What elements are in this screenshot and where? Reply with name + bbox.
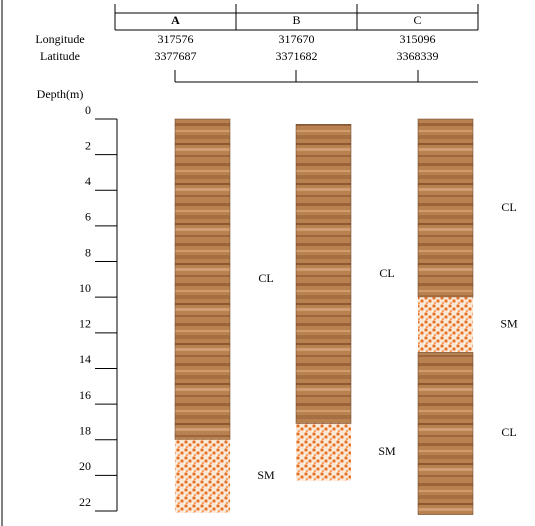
tick-label: 14 [79, 352, 91, 366]
tick-label: 2 [85, 138, 91, 152]
soil-label: CL [379, 266, 394, 280]
latitude: 3377687 [155, 49, 197, 63]
axis-title: Depth(m) [37, 87, 84, 101]
soil-layer [418, 297, 473, 352]
longitude: 317670 [279, 32, 315, 46]
soil-label: CL [501, 200, 516, 214]
tick-label: 8 [85, 245, 91, 259]
tick-label: 6 [85, 210, 91, 224]
soil-label: SM [257, 468, 275, 482]
soil-layer [418, 119, 473, 297]
longitude: 317576 [158, 32, 194, 46]
borehole-name: A [171, 13, 180, 27]
row-label: Latitude [40, 49, 80, 63]
soil-layer [296, 424, 351, 481]
borehole-name: B [292, 13, 300, 27]
tick-label: 18 [79, 423, 91, 437]
soil-layer [418, 352, 473, 514]
soil-label: CL [501, 425, 516, 439]
latitude: 3371682 [276, 49, 318, 63]
soil-label: SM [500, 317, 518, 331]
soil-layer [175, 119, 230, 440]
tick-label: 0 [85, 103, 91, 117]
tick-label: 16 [79, 388, 91, 402]
soil-layer [175, 440, 230, 513]
row-label: Longitude [35, 32, 84, 46]
tick-label: 10 [79, 281, 91, 295]
soil-layer [296, 124, 351, 423]
tick-label: 4 [85, 174, 91, 188]
tick-label: 12 [79, 317, 91, 331]
latitude: 3368339 [397, 49, 439, 63]
longitude: 315096 [400, 32, 436, 46]
tick-label: 20 [79, 459, 91, 473]
borehole-diagram: Longitude Latitude Depth(m) 0 2 4 6 8 10 12 14 1… [0, 0, 535, 526]
tick-label: 22 [79, 495, 91, 509]
borehole-name: C [413, 13, 421, 27]
soil-label: CL [258, 271, 273, 285]
soil-label: SM [378, 444, 396, 458]
